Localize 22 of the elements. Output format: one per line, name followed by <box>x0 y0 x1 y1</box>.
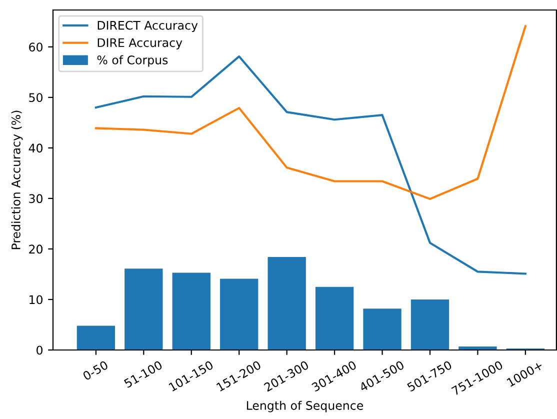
y-axis-title: Prediction Accuracy (%) <box>11 110 23 250</box>
bar <box>363 308 402 350</box>
x-tick-label: 0-50 <box>82 360 109 381</box>
y-tick-label: 50 <box>29 93 42 102</box>
legend-label: DIRE Accuracy <box>98 38 182 50</box>
bar <box>172 272 210 350</box>
line-series <box>94 55 526 275</box>
y-tick-label: 10 <box>30 295 42 304</box>
bar <box>315 286 354 350</box>
bar <box>124 268 163 350</box>
legend-label: DIRECT Accuracy <box>98 20 198 32</box>
bar <box>220 278 258 350</box>
y-tick-label: 0 <box>36 346 42 355</box>
y-tick-label: 20 <box>29 244 42 254</box>
bar <box>268 257 306 350</box>
bar <box>410 299 450 350</box>
y-tick-label: 30 <box>29 194 42 204</box>
y-tick-label: 40 <box>28 144 42 153</box>
legend-label: % of Corpus <box>97 55 168 67</box>
y-tick-label: 60 <box>29 42 42 52</box>
x-axis-title: Length of Sequence <box>246 400 364 412</box>
bar <box>76 326 116 350</box>
